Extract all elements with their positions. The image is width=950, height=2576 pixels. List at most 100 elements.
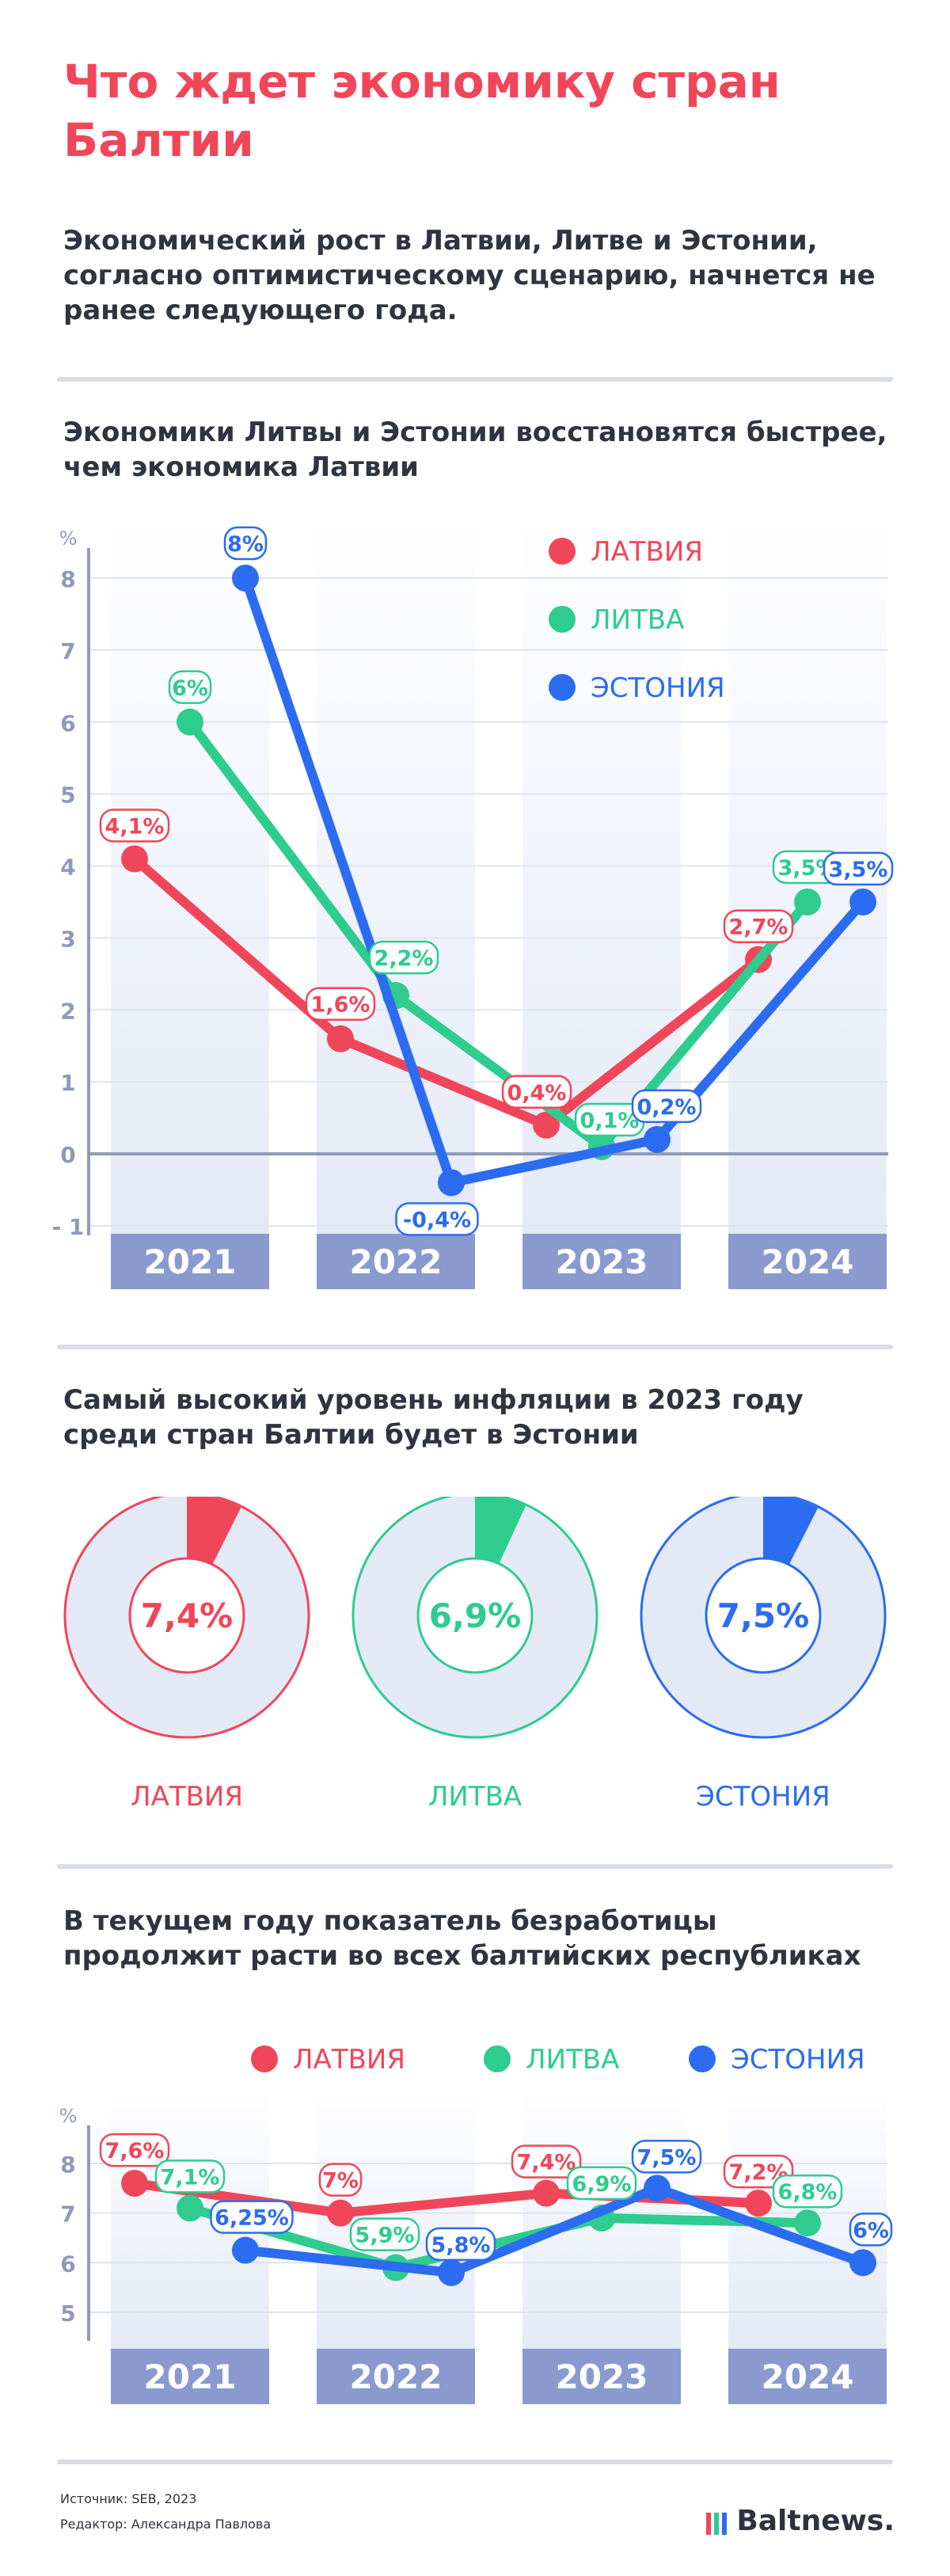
data-label: 7,1%: [154, 2159, 226, 2194]
y-tick-label: 6: [60, 2251, 75, 2277]
legend-label: ЛИТВА: [526, 2044, 619, 2076]
year-label: 2021: [144, 2357, 237, 2396]
pie: 6,9% ЛИТВА: [352, 1497, 598, 1813]
data-label: 6,25%: [210, 2200, 294, 2234]
data-point: [327, 2199, 354, 2227]
data-label: 0,4%: [501, 1075, 572, 1109]
inflation-pie-charts: 7,4% ЛАТВИЯ 6,9% ЛИТВА 7,5% ЭСТОНИЯ: [63, 1497, 887, 1813]
data-label-box: [349, 2217, 420, 2251]
data-label: 7,6%: [99, 2133, 170, 2167]
data-label-box: [501, 1075, 572, 1109]
data-label-box: [849, 2213, 893, 2247]
data-label-text: 7,5%: [637, 2145, 697, 2170]
y-axis-unit: %: [59, 2105, 78, 2127]
year-label: 2021: [144, 1242, 237, 1281]
data-point: [438, 2258, 465, 2286]
year-band-label-bg: [728, 1234, 887, 1289]
data-point: [849, 2249, 876, 2277]
data-label-text: 1,6%: [311, 993, 370, 1018]
legend-label: ЛИТВА: [591, 604, 684, 636]
year-label: 2023: [556, 1242, 648, 1281]
logo-bars-icon: [706, 2506, 730, 2539]
legend-marker: [251, 2045, 278, 2072]
pie-value-label: 7,5%: [717, 1596, 809, 1635]
year-band-label-bg: [317, 1234, 475, 1289]
legend-marker: [549, 606, 576, 633]
year-band-label-bg: [111, 1234, 269, 1289]
legend-marker: [689, 2045, 716, 2072]
y-tick-label: 3: [60, 926, 75, 952]
divider: [57, 2460, 893, 2464]
data-label-text: 2,7%: [729, 915, 788, 940]
data-point: [177, 2194, 203, 2222]
data-label-text: 6,9%: [572, 2172, 632, 2197]
data-label-text: 8%: [227, 532, 264, 557]
data-label: 0,2%: [631, 1089, 702, 1124]
pie-value-label: 7,4%: [141, 1596, 233, 1635]
year-label: 2024: [762, 1242, 854, 1281]
legend-label: ЭСТОНИЯ: [591, 672, 725, 704]
data-label: 6%: [168, 670, 212, 705]
legend-label: ЛАТВИЯ: [591, 536, 703, 568]
data-label-box: [631, 2140, 702, 2174]
data-point: [644, 2175, 671, 2202]
data-label-text: 5,8%: [431, 2233, 491, 2258]
data-label-box: [566, 2166, 637, 2201]
data-label: 7,5%: [631, 2140, 702, 2174]
data-point: [533, 1111, 560, 1139]
lead-paragraph: Экономический рост в Латвии, Литве и Эст…: [63, 225, 876, 326]
year-band-bg: [317, 516, 475, 1234]
pie-value-label: 6,9%: [429, 1596, 521, 1635]
data-point: [745, 2190, 772, 2217]
legend-marker: [549, 674, 576, 701]
data-point: [644, 1125, 671, 1153]
legend-marker: [484, 2045, 511, 2072]
series-line: [241, 573, 868, 1188]
data-label-text: 7,1%: [161, 2165, 220, 2190]
data-label-box: [168, 670, 212, 705]
legend-marker: [549, 538, 576, 565]
data-label-box: [210, 2200, 294, 2234]
divider: [57, 1864, 893, 1869]
year-band: 2021: [111, 516, 269, 1289]
data-label-box: [511, 2144, 582, 2178]
y-tick-label: 6: [60, 710, 75, 736]
series-line: [130, 854, 763, 1130]
data-label-text: 6,8%: [778, 2180, 838, 2205]
data-label-box: [305, 987, 376, 1021]
data-label: 0,1%: [574, 1102, 645, 1137]
data-point: [232, 565, 259, 592]
data-label-box: [395, 1202, 479, 1236]
y-tick-label: 8: [60, 566, 75, 592]
data-label: 4,1%: [99, 809, 170, 843]
unemployment-chart-title: В текущем году показатель безработицы пр…: [63, 1905, 861, 1972]
editor-note: Редактор: Александра Павлова: [60, 2517, 272, 2532]
y-axis-unit: %: [59, 527, 78, 550]
data-label: 5,9%: [349, 2217, 420, 2251]
data-label-box: [99, 809, 170, 843]
data-label: 6,8%: [772, 2174, 843, 2209]
data-label: 7,4%: [511, 2144, 582, 2178]
year-label: 2022: [350, 1242, 443, 1281]
data-label-box: [823, 851, 894, 886]
data-point: [327, 1025, 354, 1052]
gdp-chart-title: Экономики Литвы и Эстонии восстановятся …: [63, 417, 887, 483]
data-label-text: 7%: [322, 2169, 359, 2194]
data-label-text: 0,4%: [507, 1081, 567, 1105]
data-label: 3,5%: [823, 851, 894, 886]
pie-country-label: ЛАТВИЯ: [131, 1781, 243, 1813]
series-line: [241, 2183, 868, 2277]
year-band: 2023: [522, 2091, 681, 2404]
data-label: 7,2%: [723, 2154, 794, 2189]
pie-center: [128, 1557, 245, 1674]
pie: 7,4% ЛАТВИЯ: [63, 1497, 310, 1813]
data-label-box: [631, 1089, 702, 1124]
data-label-box: [425, 2227, 496, 2262]
year-band-label-bg: [317, 2349, 475, 2404]
pie-center: [705, 1557, 822, 1674]
data-label-box: [368, 940, 439, 975]
data-label-box: [99, 2133, 170, 2167]
y-tick-label: 5: [60, 2300, 75, 2327]
data-point: [794, 2209, 821, 2237]
year-band-bg: [111, 516, 269, 1234]
